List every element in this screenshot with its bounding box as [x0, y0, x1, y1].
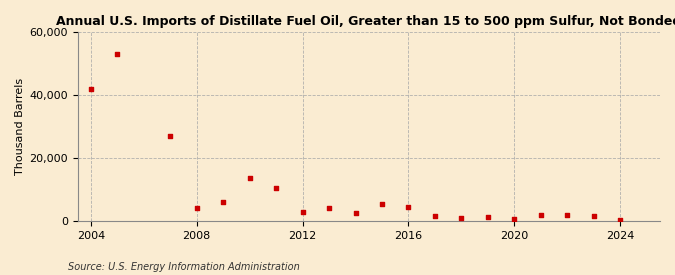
Point [218, 200, 229, 204]
Point [191, 206, 202, 211]
Point [350, 211, 361, 215]
Point [483, 215, 493, 219]
Point [615, 218, 626, 222]
Point [85, 86, 96, 91]
Point [297, 209, 308, 214]
Point [456, 216, 467, 220]
Point [535, 213, 546, 218]
Point [589, 214, 599, 218]
Point [244, 176, 255, 181]
Title: Annual U.S. Imports of Distillate Fuel Oil, Greater than 15 to 500 ppm Sulfur, N: Annual U.S. Imports of Distillate Fuel O… [56, 15, 675, 28]
Y-axis label: Thousand Barrels: Thousand Barrels [15, 78, 25, 175]
Point [377, 202, 387, 206]
Point [165, 134, 176, 138]
Point [562, 213, 572, 218]
Point [271, 186, 281, 190]
Point [403, 205, 414, 209]
Text: Source: U.S. Energy Information Administration: Source: U.S. Energy Information Administ… [68, 262, 299, 272]
Point [323, 206, 334, 211]
Point [509, 217, 520, 221]
Point [112, 52, 123, 56]
Point [429, 214, 440, 219]
